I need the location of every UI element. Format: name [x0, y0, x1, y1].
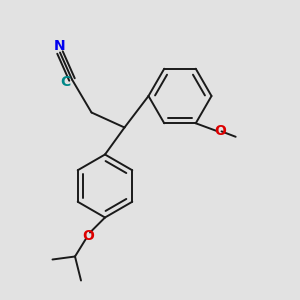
Text: N: N [54, 39, 66, 53]
Text: O: O [82, 229, 94, 242]
Text: C: C [60, 76, 70, 89]
Text: O: O [214, 124, 226, 138]
